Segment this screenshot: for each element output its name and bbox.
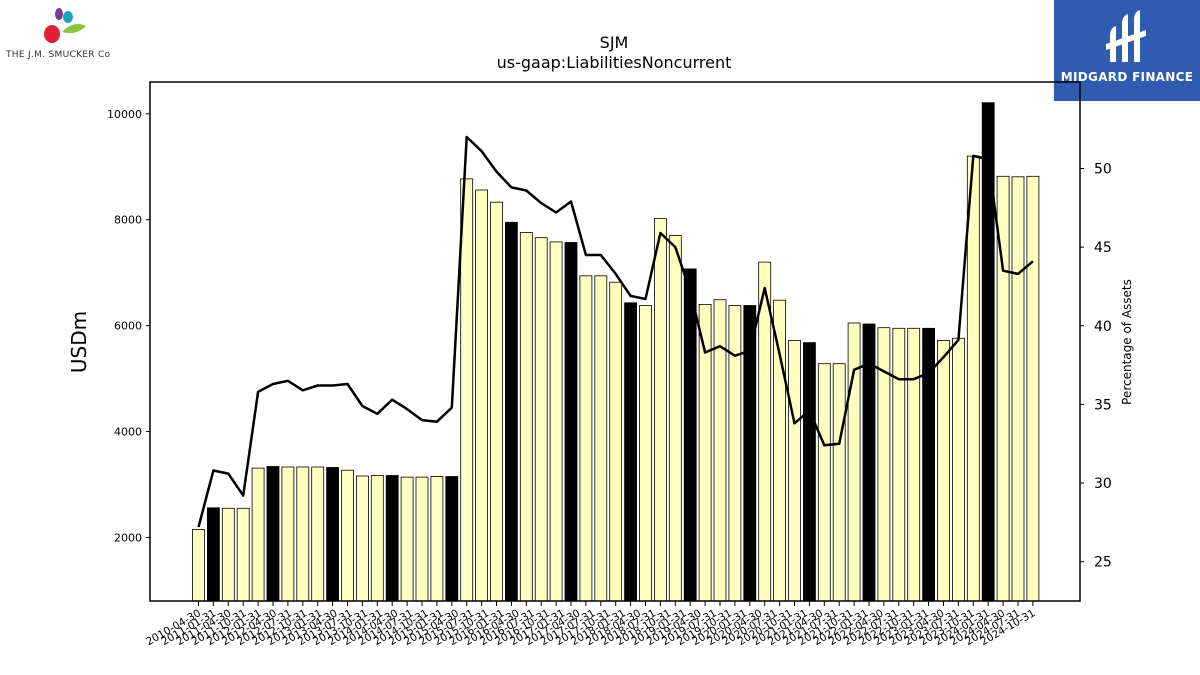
bar — [817, 363, 831, 602]
bar — [370, 475, 384, 602]
y2-tick-label: 30 — [1094, 476, 1112, 492]
y2-axis-ticks: 25 30 35 40 45 50 — [1080, 162, 1112, 571]
bar — [594, 275, 608, 602]
bar — [624, 302, 637, 602]
bar-series — [192, 102, 1040, 602]
bar — [206, 507, 220, 602]
bar — [952, 337, 965, 602]
smucker-brand-text: THE J.M. SMUCKER Co — [6, 50, 111, 60]
bar — [1011, 176, 1025, 602]
bar — [668, 235, 682, 602]
chart-title: SJM — [600, 33, 629, 52]
x-axis-ticks: 2010-04-302011-01-312011-04-302011-10-31… — [144, 601, 1037, 648]
percentage-line-series — [197, 135, 1034, 528]
bar — [326, 467, 340, 602]
y2-tick-label: 25 — [1094, 555, 1112, 571]
percentage-line — [197, 135, 1034, 528]
y2-tick-label: 35 — [1094, 397, 1112, 413]
bar — [504, 221, 518, 602]
bar — [400, 476, 414, 602]
bar — [847, 322, 861, 602]
bar — [549, 241, 563, 602]
y-tick-label: 2000 — [114, 531, 142, 544]
bar — [788, 339, 801, 602]
bar — [311, 466, 325, 602]
bar — [654, 218, 667, 602]
y-axis-ticks: 2000 4000 6000 8000 10000 — [107, 108, 150, 544]
y2-axis-label: Percentage of Assets — [1120, 279, 1134, 405]
bar — [832, 363, 846, 602]
bar — [266, 466, 280, 602]
bar — [430, 476, 444, 602]
bar — [236, 507, 250, 602]
bar — [803, 342, 816, 602]
bar — [564, 242, 578, 602]
y2-tick-label: 40 — [1094, 319, 1112, 335]
bar — [937, 339, 950, 602]
bar — [639, 305, 652, 602]
bar — [579, 275, 593, 602]
bar — [609, 281, 623, 602]
bar — [192, 529, 205, 602]
bar — [519, 231, 533, 602]
bar — [490, 201, 503, 602]
midgard-brand-text: MIDGARD FINANCE — [1060, 70, 1194, 84]
y-tick-label: 8000 — [114, 214, 142, 227]
bar — [683, 268, 697, 602]
bar — [385, 475, 399, 602]
midgard-m-icon — [1106, 10, 1146, 62]
bar — [713, 299, 727, 602]
y2-tick-label: 50 — [1094, 162, 1112, 178]
bar — [534, 237, 548, 602]
plot-frame — [149, 81, 1081, 602]
fruit-leaf-icon — [44, 8, 86, 43]
y2-tick-label: 45 — [1094, 240, 1112, 256]
bar — [907, 327, 921, 602]
bar — [460, 178, 474, 602]
bar — [415, 476, 429, 602]
bar — [221, 507, 235, 602]
bar — [475, 189, 489, 602]
y-tick-label: 4000 — [114, 426, 142, 439]
midgard-finance-logo: MIDGARD FINANCE — [1054, 0, 1200, 101]
bar — [445, 476, 459, 602]
y-tick-label: 10000 — [107, 108, 142, 121]
bar — [296, 466, 310, 602]
y-tick-label: 6000 — [114, 320, 142, 333]
bar — [728, 305, 742, 602]
bar — [341, 469, 354, 602]
bar — [773, 299, 786, 602]
bar — [281, 466, 295, 602]
chart-subtitle: us-gaap:LiabilitiesNoncurrent — [497, 53, 732, 72]
bar — [892, 327, 906, 602]
bar — [1026, 175, 1040, 602]
y-axis-label: USDm — [67, 311, 91, 373]
bar — [981, 102, 995, 602]
bar — [251, 467, 265, 602]
bar — [758, 261, 772, 602]
smucker-logo: THE J.M. SMUCKER Co — [4, 4, 124, 64]
bar — [355, 475, 369, 602]
